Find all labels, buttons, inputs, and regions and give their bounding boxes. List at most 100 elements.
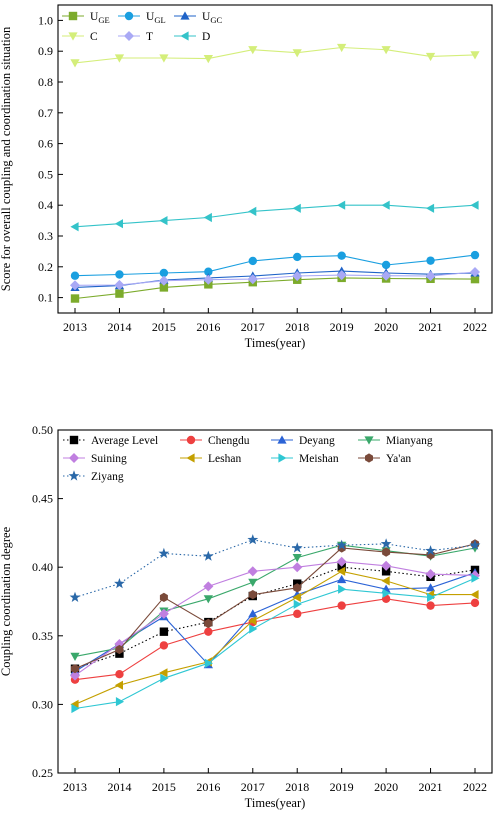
chart2-series-leshan-point [337, 566, 346, 576]
chart2-legend-leshan-label-text: Leshan [208, 453, 241, 465]
chart2-series-ya-an-point [71, 664, 79, 674]
chart2-legend-leshan-marker [186, 453, 195, 463]
chart2-series-ziyang-point [380, 538, 392, 549]
chart1-x-tick-label: 2022 [463, 320, 487, 334]
chart1-y-tick-label: 0.6 [38, 137, 53, 151]
chart1-series-c-point [381, 46, 391, 55]
chart1-y-tick-label: 0.2 [38, 260, 53, 274]
chart2-series-ya-an-point [248, 590, 257, 600]
chart1-x-tick-label: 2021 [419, 320, 443, 334]
chart2-series-average-level-line [74, 566, 476, 670]
chart2-series-chengdu-point [115, 670, 124, 679]
chart2-legend-ziyang-marker [68, 470, 80, 481]
chart1-series-c-point [70, 59, 80, 68]
chart1-series-t-point [470, 267, 480, 278]
chart2-legend-ziyang-label-text: Ziyang [91, 471, 124, 483]
chart2-x-tick-label: 2019 [330, 780, 354, 794]
chart2-series-ya-an-point [204, 618, 213, 629]
chart1-series-c-point [337, 43, 347, 53]
chart1-legend-ugl-label-text: U [146, 11, 155, 23]
chart1-series-ugl-point [204, 267, 213, 276]
chart1-series-d-point [159, 216, 168, 226]
chart2-series-chengdu-point [293, 609, 302, 619]
chart2-x-tick-label: 2020 [374, 780, 398, 794]
chart2-legend-ya-an-marker [365, 453, 373, 463]
chart1-legend-ugc-label-text: U [202, 11, 211, 23]
chart2-legend-leshan-label: Leshan [208, 453, 241, 465]
chart1-series-ugl-point [337, 251, 346, 260]
chart1-x-tick-label: 2019 [330, 320, 354, 334]
chart1-series-t-point [70, 280, 80, 291]
chart2-series-ziyang-point [69, 591, 81, 602]
chart1-series-uge-point [159, 283, 169, 292]
chart2-series-meishan-point [471, 573, 480, 583]
chart2-series-suining-point [470, 570, 480, 581]
chart1-series-t-point [425, 271, 436, 282]
chart2-series-chengdu-point [204, 627, 213, 636]
chart2-series-ya-an-point [159, 592, 168, 602]
chart1-series-uge-point [470, 274, 480, 284]
chart2-y-tick-label: 0.25 [32, 766, 53, 780]
chart2-series-deyang-line [74, 572, 476, 672]
chart2-series-ziyang-point [158, 547, 170, 559]
chart2-series-leshan-point [159, 668, 168, 678]
chart2-series-mianyang-point [248, 578, 258, 587]
chart2-x-tick-label: 2018 [285, 780, 309, 794]
chart1-x-tick-label: 2016 [196, 320, 220, 334]
chart2-series-meishan-point [115, 697, 125, 707]
chart1-series-c-point [425, 52, 436, 62]
chart2-series-meishan-point [293, 599, 302, 609]
chart1-legend-ugc-label: UGC [202, 11, 222, 25]
chart2-series-suining-point [336, 556, 347, 567]
chart1-x-tick-label: 2014 [107, 320, 131, 334]
chart1-series-d-point [292, 203, 301, 213]
chart1-series-t-point [336, 270, 347, 281]
chart2-y-tick-label: 0.40 [32, 560, 53, 574]
chart2-series-chengdu-line [74, 598, 476, 681]
chart1-series-d-line [74, 204, 476, 228]
chart2-legend-mianyang-marker [364, 436, 374, 445]
chart1-legend-d-label: D [202, 31, 210, 43]
chart1-series-d-point [70, 222, 79, 232]
chart2-series-chengdu-point [337, 601, 346, 610]
chart2-series-leshan-point [70, 699, 79, 709]
chart2-series-leshan-point [114, 680, 123, 690]
chart2-legend-chengdu-label: Chengdu [208, 435, 250, 447]
chart2-series-ziyang-point [247, 534, 259, 545]
chart2-series-ziyang-line [74, 539, 476, 598]
chart2-x-tick-label: 2022 [463, 780, 487, 794]
chart2-y-tick-label: 0.45 [32, 492, 53, 506]
chart2-series-leshan-point [248, 616, 257, 626]
chart1-series-uge-line [74, 277, 476, 300]
chart2-series-chengdu-point [159, 641, 169, 650]
chart2-series-deyang-point [337, 574, 347, 584]
chart1-x-tick-label: 2015 [152, 320, 176, 334]
chart2-legend-ya-an-label: Ya'an [386, 453, 411, 465]
chart2-x-tick-label: 2014 [107, 780, 131, 794]
chart2-legend-average-level-label-text: Average Level [91, 435, 158, 447]
chart2-x-tick-label: 2021 [419, 780, 443, 794]
chart2-x-tick-label: 2013 [63, 780, 87, 794]
chart2-y-tick-label: 0.50 [32, 423, 53, 437]
chart2-series-suining-point [381, 560, 392, 571]
chart2-series-mianyang-point [203, 595, 213, 604]
chart2-plot-frame [57, 429, 493, 774]
chart2-x-tick-label: 2016 [196, 780, 220, 794]
chart1-y-tick-label: 0.3 [38, 229, 53, 243]
chart1-series-ugl-point [426, 256, 435, 265]
chart1-legend-uge-label-subscript: GE [98, 15, 109, 25]
chart1-legend-c-label-text: C [90, 31, 98, 43]
chart2-series-meishan-point [204, 658, 213, 668]
chart1-series-ugl-point [381, 260, 391, 270]
chart2-series-meishan-line [74, 577, 476, 710]
chart2-series-leshan-point [381, 576, 390, 586]
chart1-y-tick-label: 0.1 [38, 291, 53, 305]
chart1-y-tick-label: 0.7 [38, 106, 53, 120]
chart1-series-t-point [247, 274, 258, 285]
chart1-series-d-point [337, 200, 346, 210]
chart1-y-tick-label: 1.0 [38, 13, 53, 27]
chart1-series-d-point [114, 219, 123, 229]
chart1-series-ugl-point [115, 270, 124, 279]
chart1-legend-c-marker [68, 32, 78, 41]
chart2-x-tick-label: 2017 [241, 780, 265, 794]
